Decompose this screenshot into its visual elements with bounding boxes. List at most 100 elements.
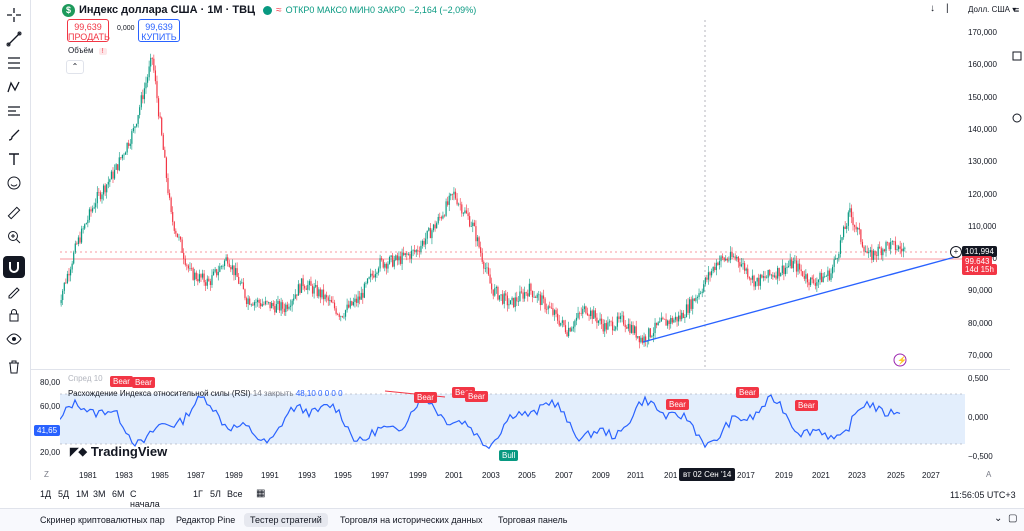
candle-body [287, 305, 288, 309]
currency-selector[interactable]: Долл. США ▾ [968, 5, 1016, 14]
text-icon[interactable] [3, 148, 25, 170]
candle-body [405, 253, 406, 255]
auto-scale-icon[interactable]: A [986, 470, 991, 479]
tab-strategy-tester[interactable]: Тестер стратегий [244, 513, 328, 527]
candle-body [772, 275, 773, 277]
add-alert-icon[interactable]: + [950, 246, 962, 258]
candle-body [200, 274, 201, 277]
ruler-icon[interactable] [3, 202, 25, 224]
replay-icon[interactable]: ≈ [276, 5, 282, 16]
candle-body [483, 262, 484, 269]
pane-separator[interactable] [30, 369, 1010, 370]
emoji-icon[interactable] [3, 172, 25, 194]
crosshair-icon[interactable] [3, 4, 25, 26]
trend-line-icon[interactable] [3, 28, 25, 50]
candle-body [130, 144, 131, 146]
price-chart[interactable]: ⚡ [60, 20, 965, 368]
fib-icon[interactable] [3, 52, 25, 74]
candle-body [315, 285, 316, 287]
calendar-icon[interactable]: ▦ [256, 488, 265, 499]
candle-body [458, 204, 459, 205]
candle-body [238, 277, 239, 284]
eye-icon[interactable] [3, 328, 25, 350]
tab-trading-panel[interactable]: Торговая панель [492, 513, 573, 527]
range-button[interactable]: Все [227, 489, 243, 499]
rsi-chart[interactable] [60, 372, 965, 462]
lock-icon[interactable] [3, 304, 25, 326]
maximize-icon[interactable]: ▢ [1008, 513, 1017, 524]
candle-body [510, 300, 511, 304]
range-button[interactable]: 1Д [40, 489, 51, 499]
candle-body [728, 260, 729, 261]
tab-pine-editor[interactable]: Редактор Pine [170, 513, 241, 527]
timezone-icon[interactable]: Z [44, 470, 49, 479]
candle-body [783, 266, 784, 274]
candle-body [653, 333, 654, 336]
projection-icon[interactable] [3, 100, 25, 122]
candle-body [84, 224, 85, 228]
candle-body [769, 270, 770, 275]
range-button[interactable]: 5Д [58, 489, 69, 499]
rsi-left-20: 20,00 [40, 448, 60, 457]
candle-body [161, 118, 162, 135]
zoom-in-icon[interactable] [3, 226, 25, 248]
symbol-title[interactable]: Индекс доллара США · 1М · ТВЦ [79, 4, 255, 16]
pattern-icon[interactable] [3, 76, 25, 98]
candle-body [128, 143, 129, 146]
candle-body [588, 315, 589, 316]
brush-icon[interactable] [3, 124, 25, 146]
range-button[interactable]: 6М [112, 489, 125, 499]
candle-body [794, 261, 795, 262]
watchlist-icon[interactable] [1012, 48, 1022, 58]
candle-body [116, 164, 117, 170]
menu-icon[interactable]: ≡ [1014, 5, 1019, 15]
candle-body [138, 115, 139, 124]
candle-body [191, 268, 192, 269]
candle-body [273, 303, 274, 306]
candle-body [364, 284, 365, 298]
candle-body [516, 297, 517, 301]
tab-crypto-screener[interactable]: Скринер криптовалютных пар [34, 513, 171, 527]
candle-body [812, 277, 813, 279]
candle-body [502, 294, 503, 304]
candle-body [584, 306, 585, 309]
candle-body [390, 256, 391, 258]
candle-body [439, 217, 440, 218]
range-button[interactable]: 1М [76, 489, 89, 499]
clock[interactable]: 11:56:05 UTC+3 [950, 490, 1016, 500]
candle-body [345, 310, 346, 317]
alerts-icon[interactable] [1012, 110, 1022, 120]
range-button[interactable]: 3М [93, 489, 106, 499]
candle-body [394, 260, 395, 267]
range-button[interactable]: 5Л [210, 489, 221, 499]
candle-body [411, 251, 412, 259]
candle-body [417, 250, 418, 251]
tab-replay-trading[interactable]: Торговля на исторических данных [334, 513, 488, 527]
trash-icon[interactable] [3, 356, 25, 378]
candle-body [414, 250, 415, 252]
candle-body [438, 217, 439, 223]
candle-body [780, 273, 781, 276]
rsi-left-80: 80,00 [40, 378, 60, 387]
candle-body [259, 300, 260, 303]
drawing-mode-icon[interactable] [3, 280, 25, 302]
price-axis-label: 90,000 [968, 286, 992, 295]
time-axis-label: 1981 [79, 471, 97, 480]
download-icon[interactable]: ↓ [930, 3, 935, 14]
candle-body [879, 247, 880, 249]
range-button[interactable]: 1Г [193, 489, 203, 499]
candle-body [122, 155, 123, 158]
candle-body [123, 155, 124, 156]
minimize-chevron-icon[interactable]: ⌄ [994, 513, 1002, 524]
candle-body [221, 266, 222, 267]
candle-body [376, 273, 377, 274]
candle-body [750, 278, 751, 279]
candle-body [304, 286, 305, 288]
candle-body [105, 185, 106, 192]
magnet-icon[interactable] [3, 256, 25, 278]
candle-body [92, 208, 93, 211]
candle-body [453, 192, 454, 195]
candle-body [687, 304, 688, 313]
time-axis-label: 1989 [225, 471, 243, 480]
